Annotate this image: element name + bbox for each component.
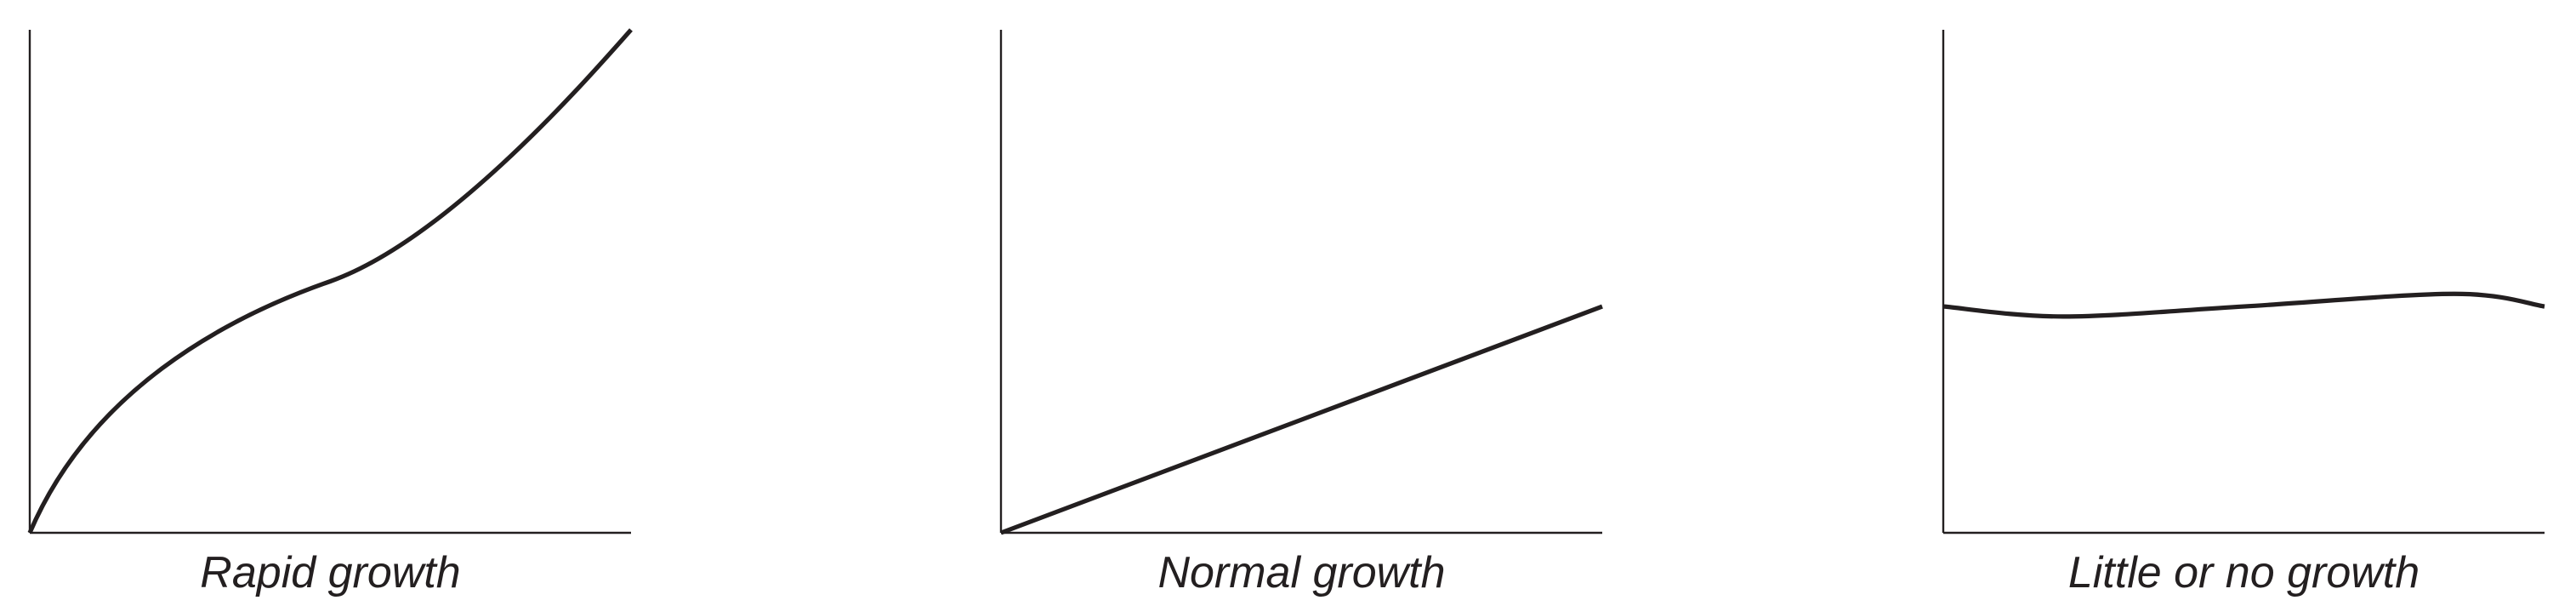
series-line	[1000, 304, 1603, 535]
chart-little-or-no-growth: Little or no growth	[1942, 30, 2545, 597]
chart-title: Normal growth	[1157, 548, 1445, 597]
series-line	[1942, 291, 2545, 319]
chart-title: Rapid growth	[200, 548, 460, 597]
chart-title: Little or no growth	[2068, 548, 2420, 597]
chart-rapid-growth: Rapid growth	[27, 28, 633, 597]
chart-normal-growth: Normal growth	[999, 30, 1603, 597]
series-line	[27, 28, 633, 535]
